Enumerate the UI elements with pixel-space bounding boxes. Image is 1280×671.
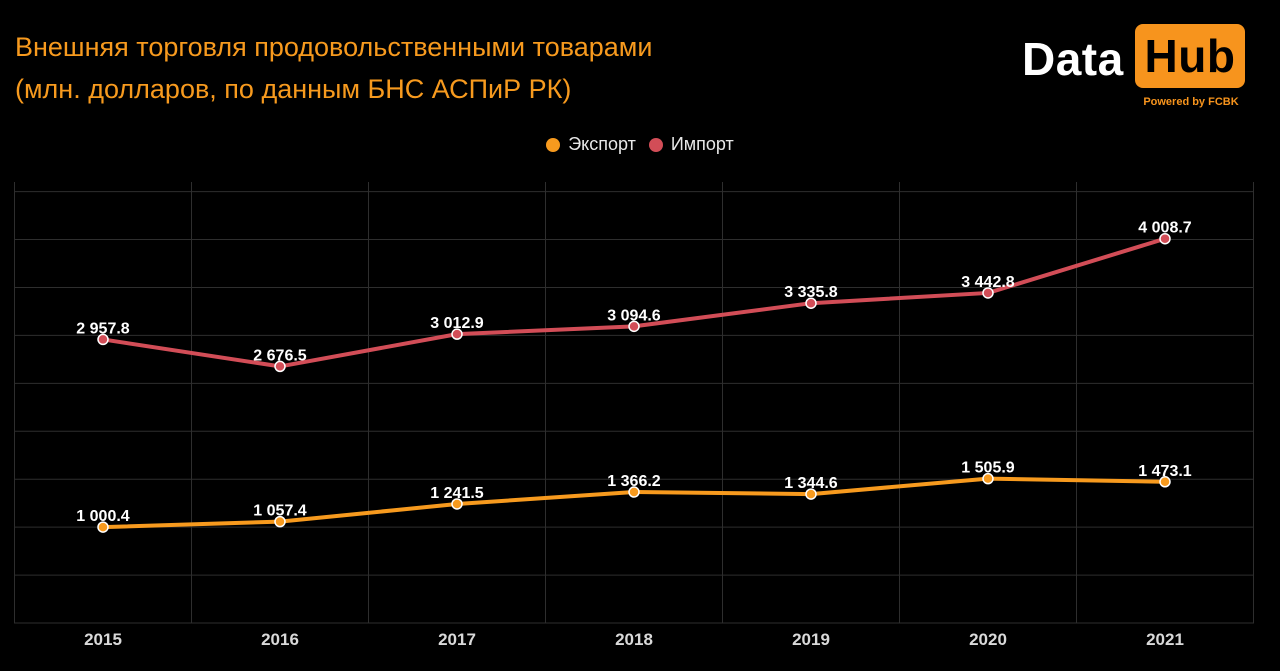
- x-tick-label-2021: 2021: [1146, 630, 1184, 649]
- data-label-export-2020: 1 505.9: [961, 460, 1014, 477]
- legend-item-export: Экспорт: [546, 134, 636, 155]
- data-point-export-2017: [451, 498, 463, 510]
- logo-word-hub: Hub: [1135, 24, 1245, 88]
- data-point-import-2016: [274, 360, 286, 373]
- data-point-export-2015: [97, 521, 109, 533]
- x-tick-label-2017: 2017: [438, 630, 476, 649]
- chart-title: Внешняя торговля продовольственными това…: [15, 26, 652, 110]
- data-label-import-2017: 3 012.9: [430, 315, 483, 332]
- chart-legend: Экспорт Импорт: [0, 134, 1280, 157]
- data-point-export-2020: [982, 472, 994, 485]
- data-point-import-2017: [451, 328, 463, 340]
- data-label-import-2021: 4 008.7: [1138, 220, 1191, 237]
- data-point-import-2018: [628, 320, 640, 333]
- legend-export-label: Экспорт: [568, 134, 636, 154]
- x-tick-label-2019: 2019: [792, 630, 830, 649]
- data-point-import-2015: [97, 333, 109, 346]
- data-label-export-2021: 1 473.1: [1138, 463, 1191, 480]
- legend-export-marker: [546, 137, 561, 152]
- data-point-export-2016: [274, 515, 286, 528]
- data-label-import-2015: 2 957.8: [76, 320, 129, 337]
- data-label-export-2019: 1 344.6: [784, 475, 837, 492]
- x-tick-label-2016: 2016: [261, 630, 299, 649]
- logo-word-data: Data: [1022, 33, 1124, 85]
- datahub-logo: Data Hub Powered by FCBK: [1022, 24, 1262, 114]
- logo-tagline: Powered by FCBK: [1143, 96, 1239, 108]
- data-label-import-2020: 3 442.8: [961, 274, 1014, 291]
- x-tick-label-2020: 2020: [969, 630, 1007, 649]
- chart-title-line2: (млн. долларов, по данным БНС АСПиР РК): [15, 74, 572, 104]
- x-tick-label-2018: 2018: [615, 630, 653, 649]
- data-label-export-2015: 1 000.4: [76, 508, 129, 525]
- data-point-export-2018: [628, 486, 640, 498]
- data-label-import-2019: 3 335.8: [784, 284, 837, 301]
- legend-import-marker: [648, 137, 663, 152]
- legend-item-import: Импорт: [648, 134, 734, 155]
- data-label-export-2016: 1 057.4: [253, 503, 306, 520]
- data-point-export-2019: [805, 488, 817, 500]
- chart-title-line1: Внешняя торговля продовольственными това…: [15, 32, 653, 62]
- data-label-import-2018: 3 094.6: [607, 307, 660, 324]
- data-point-import-2021: [1159, 232, 1171, 245]
- data-point-export-2021: [1159, 476, 1171, 488]
- data-point-import-2019: [805, 297, 817, 309]
- x-tick-label-2015: 2015: [84, 630, 122, 649]
- data-point-import-2020: [982, 287, 994, 299]
- data-label-import-2016: 2 676.5: [253, 347, 306, 364]
- data-label-export-2017: 1 241.5: [430, 485, 483, 502]
- data-label-export-2018: 1 366.2: [607, 473, 660, 490]
- legend-import-label: Импорт: [670, 134, 734, 154]
